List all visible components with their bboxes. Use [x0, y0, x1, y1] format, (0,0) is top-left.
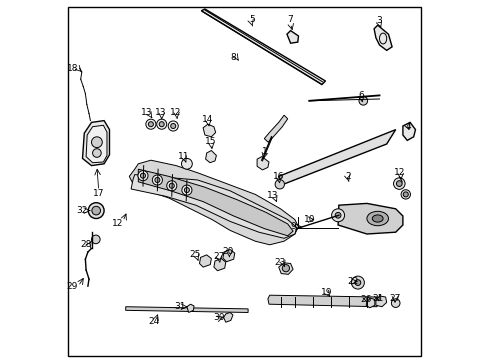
- Text: 12: 12: [170, 108, 182, 117]
- Text: 25: 25: [189, 251, 200, 259]
- Polygon shape: [125, 307, 247, 312]
- Text: 17: 17: [93, 189, 104, 198]
- Polygon shape: [223, 249, 234, 262]
- Text: 27: 27: [388, 294, 400, 303]
- Text: 29: 29: [66, 282, 78, 291]
- Circle shape: [335, 212, 340, 218]
- Text: 11: 11: [177, 152, 189, 161]
- Polygon shape: [138, 169, 292, 236]
- Polygon shape: [402, 122, 415, 140]
- Text: 15: 15: [204, 137, 216, 146]
- Text: 28: 28: [80, 240, 92, 248]
- Polygon shape: [286, 31, 298, 43]
- Circle shape: [92, 206, 101, 215]
- Polygon shape: [213, 258, 225, 271]
- Circle shape: [390, 299, 399, 307]
- Ellipse shape: [366, 211, 387, 226]
- Circle shape: [275, 180, 284, 189]
- Circle shape: [354, 280, 360, 285]
- Text: 14: 14: [202, 115, 213, 124]
- Circle shape: [181, 158, 192, 169]
- Text: 26: 26: [360, 295, 371, 304]
- Text: 6: 6: [358, 91, 364, 100]
- Circle shape: [331, 209, 344, 222]
- Circle shape: [400, 190, 409, 199]
- Text: 8: 8: [230, 53, 235, 62]
- Circle shape: [91, 137, 102, 148]
- Text: 18: 18: [66, 64, 78, 73]
- Polygon shape: [278, 263, 292, 274]
- Circle shape: [169, 183, 174, 188]
- Circle shape: [140, 173, 145, 178]
- Circle shape: [166, 181, 177, 191]
- Text: 7: 7: [287, 15, 293, 24]
- Text: 13: 13: [155, 108, 166, 117]
- Polygon shape: [257, 157, 268, 170]
- Polygon shape: [82, 121, 109, 166]
- Text: 24: 24: [148, 317, 159, 325]
- Polygon shape: [223, 312, 232, 322]
- Text: 32: 32: [76, 206, 87, 215]
- Text: 19: 19: [320, 288, 332, 297]
- Text: 13: 13: [266, 191, 278, 199]
- Circle shape: [170, 123, 175, 129]
- Polygon shape: [337, 203, 402, 234]
- Circle shape: [152, 175, 162, 185]
- Text: 13: 13: [141, 108, 152, 117]
- Polygon shape: [373, 25, 391, 50]
- Circle shape: [155, 177, 160, 183]
- Text: 21: 21: [371, 294, 383, 302]
- Polygon shape: [131, 175, 296, 238]
- Circle shape: [358, 96, 367, 105]
- Circle shape: [92, 149, 101, 157]
- Text: 22: 22: [346, 277, 357, 286]
- Polygon shape: [129, 160, 298, 245]
- Text: 20: 20: [222, 247, 234, 256]
- Circle shape: [88, 203, 104, 219]
- Circle shape: [156, 119, 166, 129]
- Polygon shape: [264, 115, 287, 142]
- Text: 31: 31: [174, 302, 186, 311]
- Text: 10: 10: [303, 215, 314, 224]
- Ellipse shape: [371, 215, 382, 222]
- Circle shape: [184, 188, 189, 193]
- Text: 2: 2: [345, 172, 350, 181]
- Text: 3: 3: [376, 16, 382, 25]
- Polygon shape: [86, 125, 107, 163]
- Polygon shape: [375, 296, 386, 307]
- Circle shape: [396, 181, 401, 186]
- Polygon shape: [201, 9, 325, 85]
- Text: 5: 5: [248, 15, 254, 24]
- Text: 16: 16: [272, 172, 284, 181]
- Circle shape: [91, 235, 100, 244]
- Circle shape: [138, 171, 148, 181]
- Polygon shape: [267, 295, 377, 307]
- Polygon shape: [186, 304, 194, 312]
- Text: 1: 1: [261, 148, 267, 157]
- Circle shape: [159, 122, 164, 127]
- Polygon shape: [199, 255, 211, 267]
- Circle shape: [393, 178, 404, 189]
- Text: 27: 27: [212, 252, 224, 261]
- Circle shape: [148, 122, 153, 127]
- Text: 23: 23: [274, 258, 285, 266]
- Polygon shape: [205, 150, 216, 163]
- Text: 9: 9: [290, 222, 295, 231]
- Text: 12: 12: [393, 168, 405, 177]
- Circle shape: [403, 192, 407, 197]
- Circle shape: [282, 265, 289, 272]
- Text: 12: 12: [112, 219, 123, 228]
- Circle shape: [351, 276, 364, 289]
- Polygon shape: [366, 298, 374, 308]
- Circle shape: [168, 121, 178, 131]
- Polygon shape: [278, 130, 395, 185]
- Polygon shape: [203, 124, 215, 137]
- Circle shape: [145, 119, 156, 129]
- Text: 30: 30: [213, 313, 224, 322]
- Circle shape: [182, 185, 192, 195]
- Text: 4: 4: [405, 122, 410, 131]
